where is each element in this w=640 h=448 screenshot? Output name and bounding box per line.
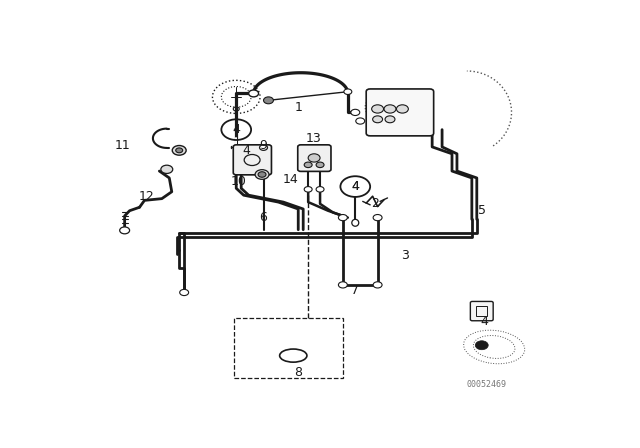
Circle shape (385, 116, 395, 123)
Text: 13: 13 (305, 132, 321, 145)
Text: 4: 4 (232, 123, 240, 136)
Text: 14: 14 (283, 173, 299, 186)
Circle shape (351, 109, 360, 116)
Circle shape (248, 90, 259, 97)
Circle shape (260, 145, 268, 151)
Circle shape (372, 116, 383, 123)
Text: 2: 2 (371, 197, 379, 210)
Circle shape (356, 118, 365, 124)
Text: 5: 5 (478, 204, 486, 217)
Text: 1: 1 (294, 101, 302, 114)
Text: 12: 12 (139, 190, 155, 203)
Circle shape (264, 97, 273, 104)
Circle shape (344, 89, 352, 95)
Circle shape (339, 282, 348, 288)
Text: 4: 4 (480, 314, 488, 327)
FancyBboxPatch shape (298, 145, 331, 172)
Circle shape (176, 148, 182, 153)
Bar (234, 318, 343, 378)
Circle shape (372, 105, 383, 113)
Circle shape (316, 186, 324, 192)
Circle shape (308, 154, 320, 162)
Ellipse shape (352, 220, 359, 226)
FancyBboxPatch shape (233, 145, 271, 175)
Circle shape (258, 172, 266, 177)
Text: 4: 4 (242, 144, 250, 157)
Text: 4: 4 (351, 180, 359, 193)
Circle shape (180, 289, 189, 296)
Circle shape (172, 146, 186, 155)
Circle shape (304, 162, 312, 168)
Text: 7: 7 (351, 284, 359, 297)
Circle shape (255, 170, 269, 179)
Text: 8: 8 (294, 366, 302, 379)
Text: 00052469: 00052469 (467, 380, 507, 389)
Text: 3: 3 (401, 249, 409, 262)
Circle shape (304, 186, 312, 192)
Circle shape (161, 165, 173, 173)
Circle shape (316, 162, 324, 168)
Circle shape (373, 215, 382, 221)
Circle shape (373, 282, 382, 288)
Circle shape (396, 105, 408, 113)
Circle shape (384, 105, 396, 113)
Circle shape (476, 341, 488, 350)
Text: 11: 11 (115, 139, 130, 152)
Circle shape (339, 215, 348, 221)
Text: 4: 4 (351, 180, 359, 193)
FancyBboxPatch shape (470, 302, 493, 321)
FancyBboxPatch shape (366, 89, 434, 136)
Circle shape (120, 227, 129, 234)
Text: 9: 9 (260, 139, 268, 152)
Text: 6: 6 (260, 211, 268, 224)
Bar (476, 306, 487, 316)
Text: 10: 10 (231, 175, 246, 188)
